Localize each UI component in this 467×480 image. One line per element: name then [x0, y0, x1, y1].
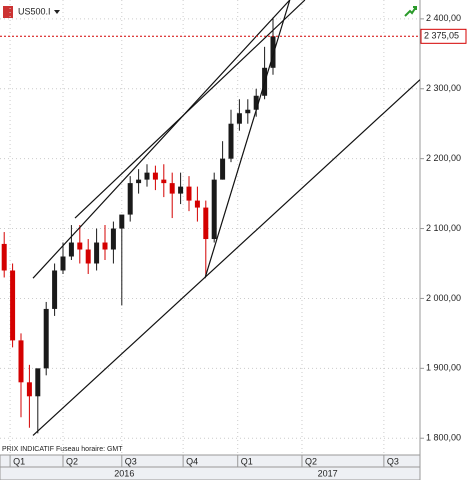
dropdown-arrow[interactable]	[54, 10, 60, 14]
candle-body	[119, 214, 125, 229]
last-price-label: 2 375,05	[424, 31, 459, 41]
x-tick-label: Q2	[66, 456, 78, 466]
candle-body	[203, 207, 209, 240]
candle-body	[102, 242, 108, 250]
x-tick-label: Q3	[387, 456, 399, 466]
y-tick-label: 2 400,00	[426, 13, 461, 23]
trendline	[204, 0, 291, 279]
candle-body	[110, 228, 116, 250]
candle-body	[144, 172, 150, 180]
candle-body	[127, 183, 133, 215]
trendline	[74, 0, 306, 219]
candle-body	[161, 179, 167, 184]
candle-body	[228, 123, 234, 159]
candle-body	[245, 109, 251, 114]
candle-body	[220, 158, 226, 180]
trendline	[32, 79, 420, 436]
year-label: 2017	[318, 468, 338, 478]
candle-body	[236, 113, 242, 124]
candle-body	[186, 186, 192, 201]
candle-body	[85, 249, 91, 264]
last-price-box	[420, 28, 467, 44]
candle-body	[169, 183, 175, 194]
x-tick-label: Q4	[186, 456, 198, 466]
candle-body	[178, 186, 184, 194]
candle-body	[43, 308, 49, 369]
candle-body	[194, 200, 200, 208]
candle-body	[60, 256, 66, 271]
candle-body	[52, 270, 58, 309]
candle-body	[211, 179, 217, 240]
candle-body	[270, 36, 276, 68]
y-tick-label: 2 100,00	[426, 223, 461, 233]
candle-body	[18, 340, 24, 383]
instrument-title[interactable]: US500.I	[18, 6, 51, 16]
x-tick-label: Q1	[241, 456, 253, 466]
y-tick-label: 1 800,00	[426, 433, 461, 443]
candle-body	[152, 172, 158, 180]
candle-body	[253, 95, 259, 110]
instrument-icon	[3, 6, 13, 18]
y-tick-label: 2 200,00	[426, 153, 461, 163]
candle-body	[10, 270, 16, 341]
x-tick-label: Q3	[125, 456, 137, 466]
candle-body	[136, 179, 142, 184]
candle-body	[35, 368, 41, 397]
trendline	[32, 0, 291, 279]
candle-body	[68, 242, 74, 257]
x-tick-label: Q2	[305, 456, 317, 466]
trend-icon[interactable]	[404, 6, 417, 17]
x-tick-label: Q1	[13, 456, 25, 466]
y-tick-label: 2 300,00	[426, 83, 461, 93]
y-tick-label: 1 900,00	[426, 363, 461, 373]
year-label: 2016	[114, 468, 134, 478]
note: PRIX INDICATIF	[2, 446, 54, 453]
candle-body	[94, 242, 100, 264]
candle-body	[26, 382, 32, 397]
y-tick-label: 2 000,00	[426, 293, 461, 303]
candle-body	[77, 242, 83, 250]
candle-body	[1, 243, 7, 271]
timezone: Fuseau horaire: GMT	[56, 446, 123, 453]
